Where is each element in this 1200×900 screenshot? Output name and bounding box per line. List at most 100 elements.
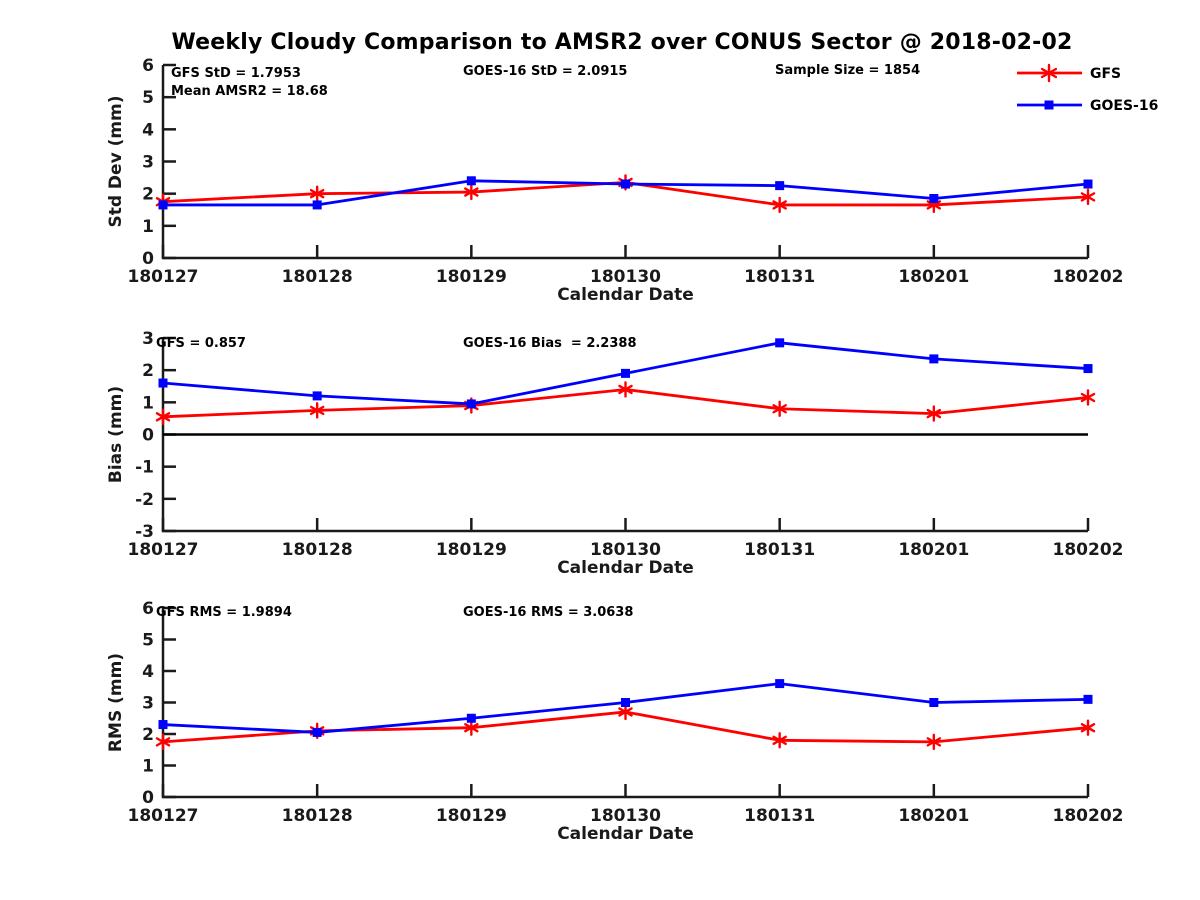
legend-label-gfs: GFS [1090, 66, 1121, 82]
annotation-text: GOES-16 Bias = 2.2388 [463, 336, 637, 351]
goes-16-marker [1083, 179, 1093, 189]
annotation-text: GFS RMS = 1.9894 [156, 605, 292, 620]
gfs-marker [155, 733, 171, 751]
gfs-marker [464, 183, 479, 201]
figure-title: Weekly Cloudy Comparison to AMSR2 over C… [171, 30, 1073, 55]
legend-square-marker [1044, 100, 1054, 110]
gfs-marker [1080, 389, 1096, 406]
y-tick-label: 3 [142, 694, 154, 714]
goes-16-marker [621, 179, 630, 189]
goes-16-marker [312, 200, 322, 210]
gfs-marker [926, 405, 942, 422]
gfs-marker [309, 402, 325, 419]
x-tick-label: 180127 [128, 806, 199, 826]
goes-16-marker [158, 720, 168, 730]
x-tick-label: 180128 [282, 540, 353, 560]
gfs-marker [618, 703, 633, 721]
goes-16-marker [466, 176, 476, 186]
gfs-marker [772, 196, 787, 214]
x-tick-label: 180202 [1053, 540, 1124, 560]
goes-16-marker [775, 181, 785, 191]
x-tick-label: 180202 [1053, 267, 1124, 287]
goes-16-marker [621, 368, 630, 378]
y-tick-label: 6 [142, 56, 154, 76]
x-tick-label: 180129 [436, 806, 507, 826]
x-tick-label: 180202 [1053, 806, 1124, 826]
gfs-marker [1080, 188, 1096, 206]
gfs-marker [772, 732, 787, 749]
x-tick-label: 180128 [282, 806, 353, 826]
x-tick-label: 180131 [744, 540, 815, 560]
goes-16-marker [775, 679, 785, 689]
y-tick-label: 3 [142, 329, 154, 349]
gfs-marker [1080, 719, 1096, 736]
goes-16-marker [929, 698, 939, 707]
x-tick-label: 180129 [436, 540, 507, 560]
y-tick-label: 5 [142, 88, 154, 108]
y-tick-label: 2 [142, 725, 154, 745]
x-tick-label: 180129 [436, 267, 507, 287]
x-tick-label: 180130 [590, 267, 661, 287]
y-tick-label: 0 [142, 788, 154, 808]
legend-label-goes-16: GOES-16 [1090, 98, 1158, 114]
goes-16-marker [929, 354, 939, 364]
gfs-marker [772, 400, 787, 417]
gfs-marker [309, 185, 325, 202]
x-tick-label: 180201 [898, 540, 969, 560]
goes-16-marker [775, 338, 785, 348]
x-tick-label: 180201 [898, 267, 969, 287]
y-tick-label: 3 [142, 153, 154, 173]
gfs-marker [155, 408, 171, 426]
y-axis-label: RMS (mm) [106, 653, 126, 752]
y-tick-label: 1 [142, 757, 154, 777]
y-tick-label: 5 [142, 631, 154, 651]
annotation-text: Mean AMSR2 = 18.68 [171, 84, 328, 99]
y-tick-label: 4 [142, 662, 154, 682]
y-tick-label: 1 [142, 217, 154, 237]
goes-16-marker [621, 698, 630, 707]
gfs-marker [926, 733, 942, 751]
y-tick-label: 6 [142, 599, 154, 619]
goes-16-marker [466, 713, 476, 723]
x-tick-label: 180201 [898, 806, 969, 826]
y-axis-label: Std Dev (mm) [106, 95, 126, 227]
annotation-text: GFS = 0.857 [156, 336, 246, 351]
x-axis-label: Calendar Date [557, 285, 694, 305]
y-tick-label: -1 [135, 458, 154, 478]
x-axis-label: Calendar Date [557, 824, 694, 844]
y-tick-label: 0 [142, 426, 154, 446]
y-tick-label: 1 [142, 393, 154, 413]
y-tick-label: 0 [142, 249, 154, 269]
x-tick-label: 180130 [590, 540, 661, 560]
x-tick-label: 180131 [744, 267, 815, 287]
x-tick-label: 180127 [128, 267, 199, 287]
goes-16-marker [466, 399, 476, 409]
y-tick-label: -3 [135, 522, 154, 542]
legend-asterisk-marker [1040, 63, 1058, 83]
x-axis-label: Calendar Date [557, 558, 694, 578]
goes-16-marker [929, 193, 939, 203]
y-axis-label: Bias (mm) [106, 386, 126, 483]
x-tick-label: 180131 [744, 806, 815, 826]
goes-16-marker [312, 727, 322, 737]
annotation-text: GOES-16 RMS = 3.0638 [463, 605, 633, 620]
gfs-marker [618, 381, 633, 398]
annotation-text: GOES-16 StD = 2.0915 [463, 64, 627, 79]
x-tick-label: 180127 [128, 540, 199, 560]
goes-16-marker [312, 391, 322, 401]
x-tick-label: 180128 [282, 267, 353, 287]
goes-16-marker [158, 200, 168, 210]
goes-16-marker [158, 378, 168, 388]
goes-16-marker [1083, 364, 1093, 374]
x-tick-label: 180130 [590, 806, 661, 826]
gfs-marker [464, 719, 479, 736]
y-tick-label: 2 [142, 185, 154, 205]
y-tick-label: -2 [135, 490, 154, 510]
goes-16-marker [1083, 694, 1093, 704]
annotation-text: Sample Size = 1854 [775, 63, 920, 78]
y-tick-label: 4 [142, 120, 154, 140]
annotation-text: GFS StD = 1.7953 [171, 66, 301, 81]
y-tick-label: 2 [142, 361, 154, 381]
